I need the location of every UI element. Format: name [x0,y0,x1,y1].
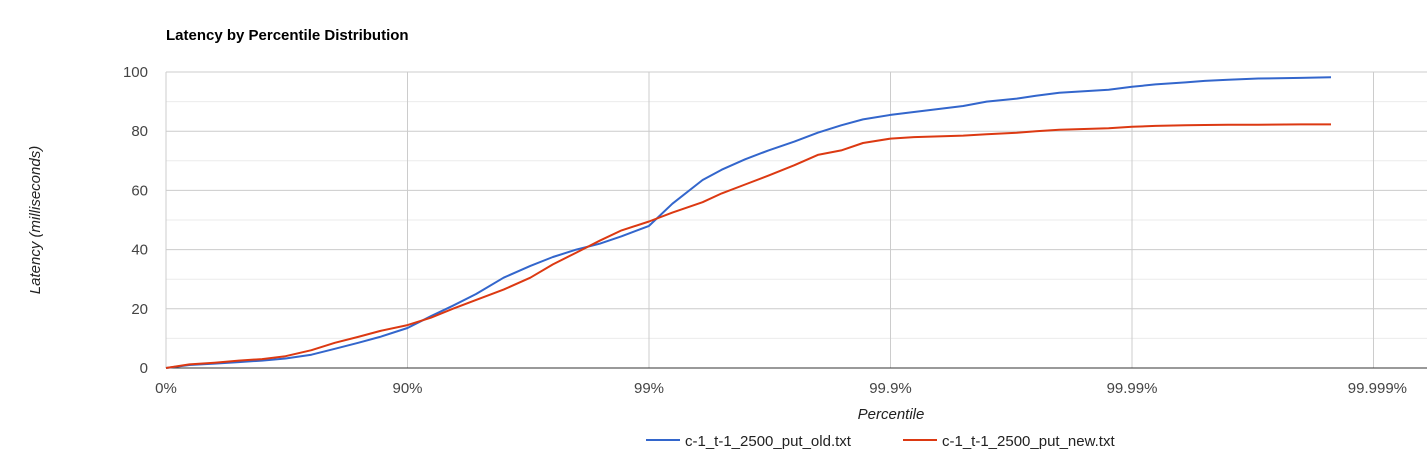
x-tick-labels: 0% 90% 99% 99.9% 99.99% 99.999% [155,380,1407,397]
x-tick-label: 0% [155,380,177,397]
legend-label: c-1_t-1_2500_put_old.txt [685,433,852,450]
y-tick-label: 60 [131,182,148,199]
legend: c-1_t-1_2500_put_old.txt c-1_t-1_2500_put… [646,433,1115,450]
series-line-1 [165,76,1332,369]
y-tick-label: 20 [131,301,148,318]
legend-label: c-1_t-1_2500_put_new.txt [942,433,1115,450]
y-tick-label: 80 [131,123,148,140]
y-axis-title: Latency (milliseconds) [27,146,44,294]
y-tick-label: 40 [131,242,148,259]
series-line-2 [165,123,1331,369]
y-tick-labels: 0 20 40 60 80 100 [123,64,148,377]
x-tick-label: 99.999% [1348,380,1407,397]
y-tick-label: 0 [140,360,148,377]
x-axis-title: Percentile [858,406,925,423]
x-tick-label: 99% [634,380,664,397]
x-tick-label: 99.9% [869,380,912,397]
y-tick-label: 100 [123,64,148,81]
grid [165,71,1427,369]
x-tick-label: 90% [392,380,422,397]
x-tick-label: 99.99% [1107,380,1158,397]
chart-title: Latency by Percentile Distribution [166,27,409,44]
series-lines [165,76,1332,369]
